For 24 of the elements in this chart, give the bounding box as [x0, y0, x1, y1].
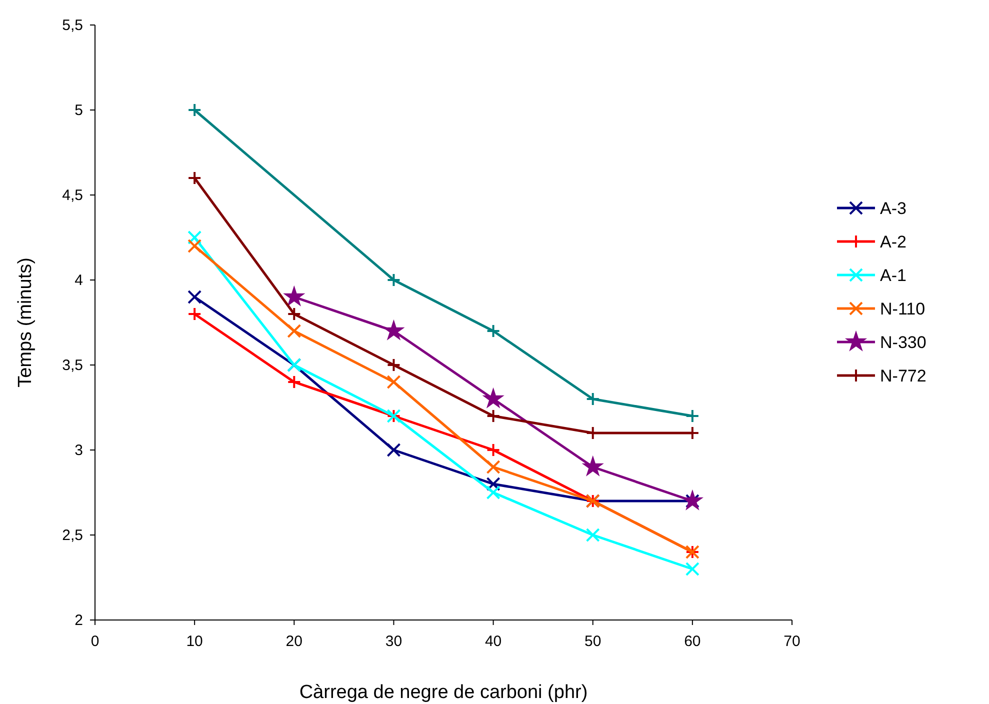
x-tick-label: 30 — [385, 633, 402, 650]
legend-label: A-1 — [880, 266, 906, 285]
x-axis-title: Càrrega de negre de carboni (phr) — [299, 682, 588, 703]
x-tick-label: 10 — [186, 633, 203, 650]
y-tick-label: 2,5 — [62, 527, 83, 544]
x-tick-label: 60 — [684, 633, 701, 650]
y-tick-label: 4 — [74, 272, 83, 289]
y-tick-label: 3,5 — [62, 357, 83, 374]
x-tick-label: 20 — [286, 633, 302, 650]
legend-label: A-2 — [880, 232, 906, 252]
x-tick-label: 50 — [584, 633, 602, 650]
x-tick-label: 0 — [90, 633, 100, 650]
y-tick-label: 5,5 — [62, 17, 83, 34]
legend-label: N-110 — [880, 300, 926, 318]
y-tick-label: 3 — [74, 442, 83, 459]
y-tick-label: 4,5 — [62, 187, 83, 204]
legend-label: N-330 — [880, 333, 926, 352]
y-tick-label: 2 — [74, 612, 83, 629]
x-tick-label: 40 — [484, 633, 502, 650]
y-tick-label: 5 — [74, 102, 83, 119]
legend-label: N-772 — [880, 366, 926, 386]
legend-label: A-3 — [880, 199, 906, 218]
x-tick-label: 70 — [784, 633, 800, 650]
y-axis-title: Temps (minuts) — [15, 258, 36, 388]
